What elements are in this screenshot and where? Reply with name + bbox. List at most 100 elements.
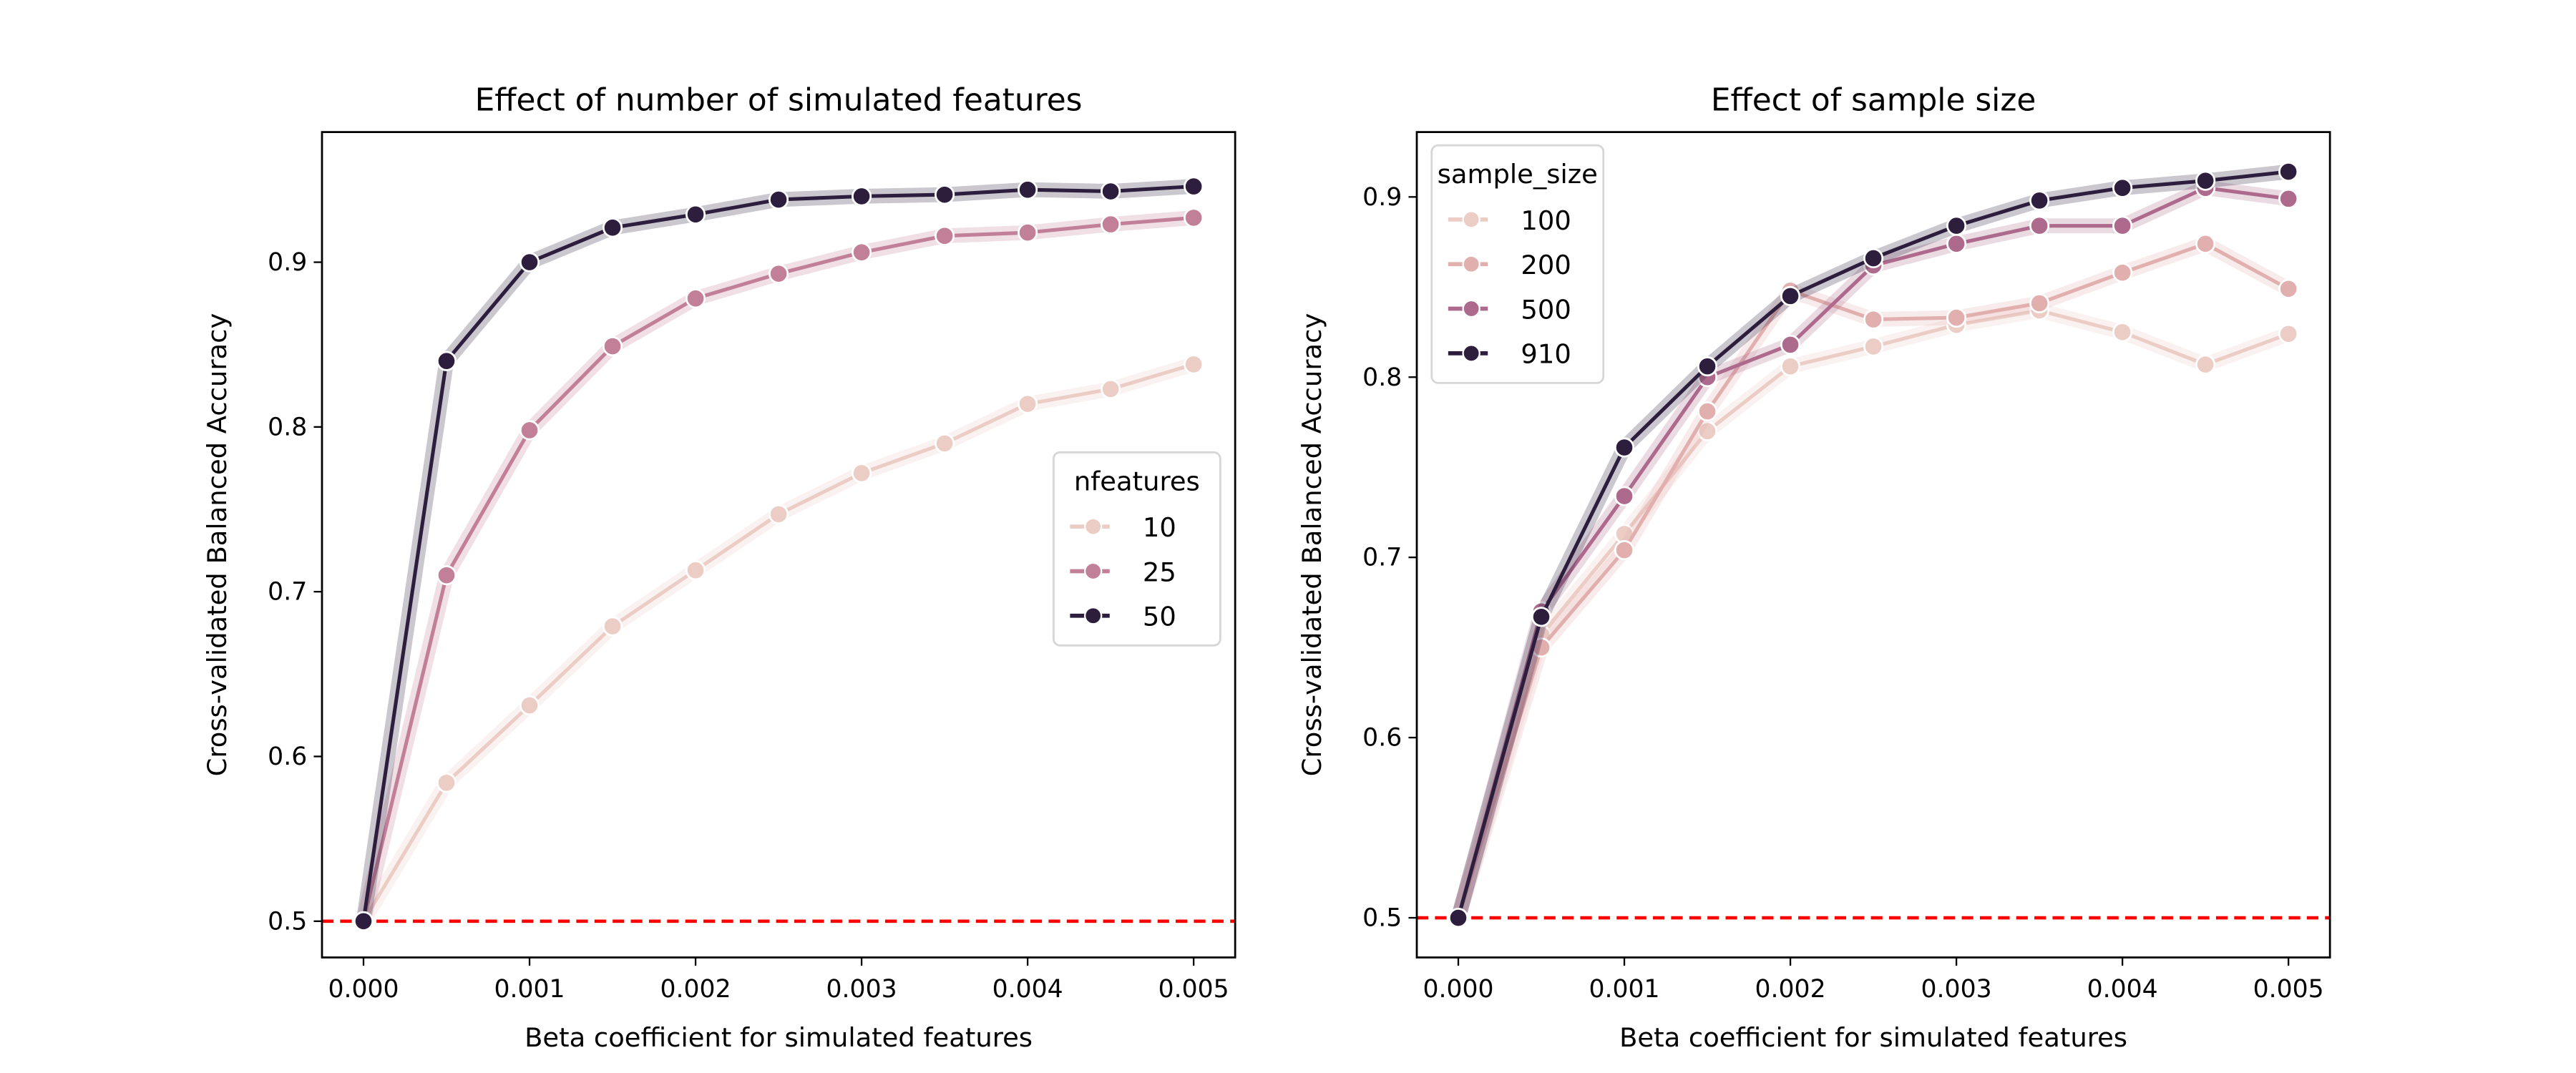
chart-title: Effect of number of simulated features xyxy=(475,82,1083,119)
legend-label: 10 xyxy=(1143,512,1176,543)
confidence-band-100 xyxy=(1450,303,2291,921)
data-point-50 xyxy=(935,185,955,205)
x-tick-label: 0.005 xyxy=(2253,975,2324,1004)
data-point-50 xyxy=(436,351,457,371)
data-point-200 xyxy=(1697,401,1718,422)
legend-marker-500 xyxy=(1462,299,1480,318)
legend: sample_size 100 200 500 910 xyxy=(1430,144,1605,384)
legend-title: nfeatures xyxy=(1074,466,1200,496)
data-point-500 xyxy=(1614,486,1635,506)
data-point-25 xyxy=(852,242,872,263)
data-point-910 xyxy=(1697,356,1718,377)
data-point-910 xyxy=(1946,215,1967,236)
data-point-910 xyxy=(1863,248,1884,269)
data-point-10 xyxy=(436,773,457,793)
data-point-500 xyxy=(2278,188,2299,209)
data-point-10 xyxy=(1018,393,1038,414)
data-point-500 xyxy=(2112,215,2133,236)
data-point-100 xyxy=(2195,354,2216,375)
data-point-10 xyxy=(768,504,789,525)
legend-label: 200 xyxy=(1521,250,1571,280)
data-point-200 xyxy=(1614,540,1635,561)
data-point-50 xyxy=(1101,181,1121,202)
x-tick-label: 0.005 xyxy=(1158,975,1229,1004)
legend-marker-10 xyxy=(1084,517,1103,536)
x-tick-label: 0.000 xyxy=(1423,975,1493,1004)
x-axis-label: Beta coefficient for simulated features xyxy=(525,1022,1033,1053)
x-tick-label: 0.001 xyxy=(494,975,565,1004)
data-point-25 xyxy=(519,420,540,441)
y-tick-label: 0.7 xyxy=(1362,544,1402,572)
data-point-910 xyxy=(1448,907,1469,929)
data-point-50 xyxy=(519,252,540,273)
legend-marker-25 xyxy=(1084,562,1103,581)
right-chart: Effect of sample size Beta coefficient fo… xyxy=(1297,82,2331,1053)
data-point-25 xyxy=(1184,207,1204,228)
x-tick-label: 0.004 xyxy=(2087,975,2158,1004)
data-point-910 xyxy=(2278,161,2299,182)
x-tick-label: 0.002 xyxy=(660,975,731,1004)
data-point-25 xyxy=(436,565,457,586)
legend-marker-200 xyxy=(1462,255,1480,273)
data-point-10 xyxy=(1101,378,1121,399)
data-point-100 xyxy=(2112,322,2133,343)
data-point-10 xyxy=(852,463,872,484)
data-point-500 xyxy=(2029,215,2050,236)
data-point-25 xyxy=(768,263,789,284)
data-point-10 xyxy=(602,616,623,637)
series-line-100 xyxy=(1456,308,2290,918)
y-axis-label: Cross-validated Balanced Accuracy xyxy=(1297,313,1327,777)
legend-marker-100 xyxy=(1462,210,1480,229)
data-point-200 xyxy=(1946,308,1967,328)
x-tick-label: 0.004 xyxy=(992,975,1063,1004)
legend-label: 910 xyxy=(1521,339,1571,370)
y-tick-label: 0.6 xyxy=(268,743,307,771)
data-point-25 xyxy=(602,335,623,357)
data-point-50 xyxy=(852,186,872,207)
data-point-50 xyxy=(1184,176,1204,197)
legend: nfeatures 10 25 50 xyxy=(1052,451,1221,647)
x-tick-label: 0.003 xyxy=(826,975,897,1004)
data-point-910 xyxy=(2195,170,2216,191)
data-point-910 xyxy=(2112,177,2133,198)
data-point-100 xyxy=(1697,421,1718,441)
chart-title: Effect of sample size xyxy=(1711,82,2036,119)
left-chart: Effect of number of simulated features Be… xyxy=(202,82,1236,1053)
data-point-200 xyxy=(2195,233,2216,254)
data-point-25 xyxy=(1101,214,1121,235)
data-point-200 xyxy=(1863,309,1884,330)
data-point-10 xyxy=(1184,354,1204,375)
y-tick-label: 0.5 xyxy=(268,907,307,936)
data-point-10 xyxy=(519,695,540,716)
legend-label: 25 xyxy=(1143,557,1176,587)
data-point-910 xyxy=(1531,607,1552,627)
y-tick-label: 0.5 xyxy=(1362,904,1402,933)
legend-label: 500 xyxy=(1521,294,1571,325)
data-point-25 xyxy=(935,225,955,246)
y-tick-label: 0.8 xyxy=(268,413,307,441)
x-tick-label: 0.001 xyxy=(1589,975,1659,1004)
y-tick-label: 0.7 xyxy=(268,578,307,607)
data-point-910 xyxy=(2029,190,2050,211)
legend-box xyxy=(1430,144,1605,384)
data-point-25 xyxy=(1018,222,1038,243)
data-point-500 xyxy=(1780,334,1801,355)
data-point-100 xyxy=(1863,336,1884,357)
data-point-25 xyxy=(685,288,706,309)
y-tick-label: 0.9 xyxy=(268,248,307,277)
data-point-50 xyxy=(602,217,623,238)
data-point-50 xyxy=(1018,180,1038,200)
legend-title: sample_size xyxy=(1438,159,1598,190)
y-tick-label: 0.9 xyxy=(1362,183,1402,212)
data-point-10 xyxy=(935,433,955,454)
data-point-200 xyxy=(2029,293,2050,314)
y-tick-label: 0.6 xyxy=(1362,724,1402,753)
data-point-50 xyxy=(353,911,374,931)
data-point-500 xyxy=(1946,233,1967,254)
axes-frame xyxy=(321,131,1236,959)
legend-marker-50 xyxy=(1084,607,1103,625)
data-point-100 xyxy=(2278,323,2299,344)
data-point-910 xyxy=(1614,437,1635,458)
axes-frame xyxy=(1415,131,2331,959)
